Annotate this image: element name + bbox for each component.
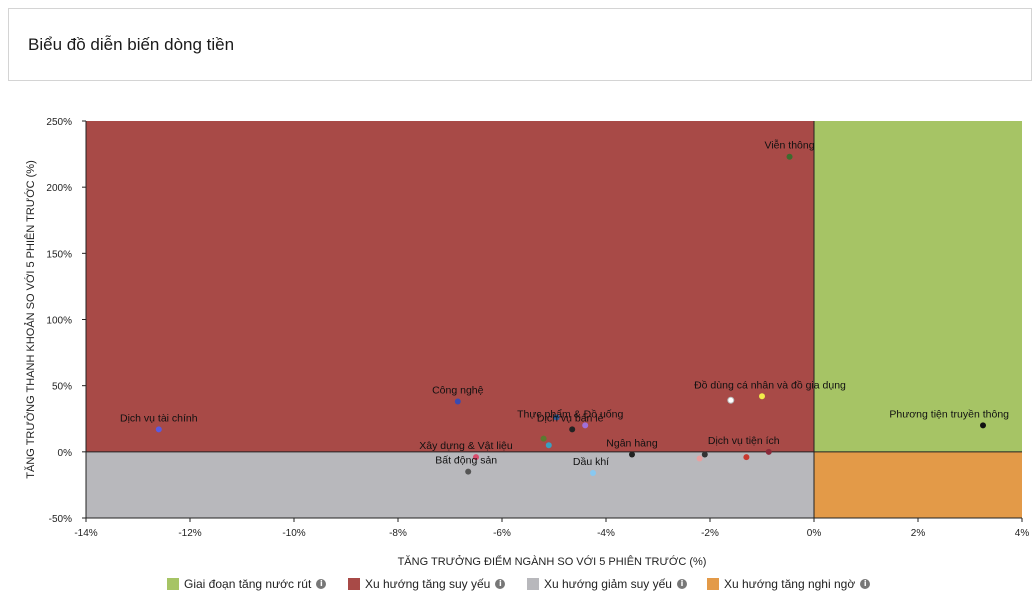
data-label: Ngân hàng [606,437,658,449]
data-point [155,426,162,433]
data-point [569,426,576,433]
data-point [473,454,479,461]
x-tick-label: 2% [911,528,926,539]
chart-title-card: Biểu đồ diễn biến dòng tiền [8,8,1032,81]
x-axis-title: TĂNG TRƯỞNG ĐIỂM NGÀNH SO VỚI 5 PHIÊN TR… [398,555,707,568]
x-tick-label: -12% [178,528,201,539]
legend-item-sprint[interactable]: Giai đoạn tăng nước rút i [167,574,327,594]
y-tick-label: 50% [52,382,72,393]
legend-swatch [348,578,360,590]
data-label: Xây dựng & Vật liệu [419,440,513,452]
legend-swatch [167,578,179,590]
quadrant-region [86,121,814,452]
data-point [454,398,461,405]
data-point [629,451,635,458]
data-point [696,455,703,462]
page-title: Biểu đồ diễn biến dòng tiền [28,35,235,54]
quadrant-region [814,451,1022,518]
x-tick-label: -10% [282,528,305,539]
chart-legend: Giai đoạn tăng nước rút i Xu hướng tăng … [0,574,1033,594]
x-tick-label: -6% [493,528,511,539]
legend-label: Giai đoạn tăng nước rút [184,577,312,591]
info-icon[interactable]: i [316,579,327,589]
data-point [743,454,750,461]
data-point [786,153,793,160]
legend-item-weakening-uptrend[interactable]: Xu hướng tăng suy yếu i [348,574,506,594]
x-tick-label: 0% [807,528,822,539]
data-point [759,393,765,400]
x-tick-label: -8% [389,528,407,539]
data-label: Phương tiện truyền thông [889,408,1009,420]
data-point [553,414,560,421]
x-tick-label: -14% [74,528,97,539]
data-label: Bất động sản [435,455,497,467]
y-tick-label: 100% [46,316,72,327]
data-label: Dịch vụ tài chính [120,412,198,424]
data-point [465,468,472,475]
data-point [545,442,552,449]
quadrant-region [86,451,814,518]
quadrant-region [814,121,1022,452]
y-axis-title: TĂNG TRƯỞNG THANH KHOẢN SO VỚI 5 PHIÊN T… [24,160,37,478]
data-point [727,396,735,404]
y-tick-label: 0% [58,448,73,459]
data-label: Dịch vụ tiện ích [708,435,780,447]
data-point [540,435,547,442]
data-label: Viễn thông [765,139,815,152]
data-point [765,448,772,455]
legend-item-weakening-downtrend[interactable]: Xu hướng giảm suy yếu i [527,574,687,594]
y-tick-label: 200% [46,183,72,194]
data-point [582,422,589,429]
data-point [590,470,596,477]
legend-swatch [527,578,539,590]
info-icon[interactable]: i [676,579,687,589]
info-icon[interactable]: i [860,579,871,589]
legend-label: Xu hướng giảm suy yếu [544,577,672,591]
data-point [980,422,986,429]
data-label: Công nghệ [432,385,484,397]
data-label: Dầu khí [573,456,609,468]
info-icon[interactable]: i [495,579,506,589]
data-label: Đồ dùng cá nhân và đồ gia dụng [694,379,846,391]
data-label: Dịch vụ bán lẻ [537,412,604,424]
data-point [701,451,708,458]
x-tick-label: -4% [597,528,615,539]
legend-label: Xu hướng tăng nghi ngờ [724,577,856,591]
y-tick-label: -50% [49,514,72,525]
y-tick-label: 250% [46,117,72,128]
legend-swatch [707,578,719,590]
legend-item-doubtful-uptrend[interactable]: Xu hướng tăng nghi ngờ i [707,574,871,594]
y-tick-label: 150% [46,249,72,260]
cashflow-scatter-chart: -14% -12% -10% -8% -6% -4% -2% 0% 2% 4% -50% 0% 50% 1… [24,117,1030,568]
data-label: Thực phẩm & Đồ uống [517,408,623,420]
x-tick-label: 4% [1015,528,1030,539]
legend-label: Xu hướng tăng suy yếu [365,577,491,591]
x-tick-label: -2% [701,528,719,539]
